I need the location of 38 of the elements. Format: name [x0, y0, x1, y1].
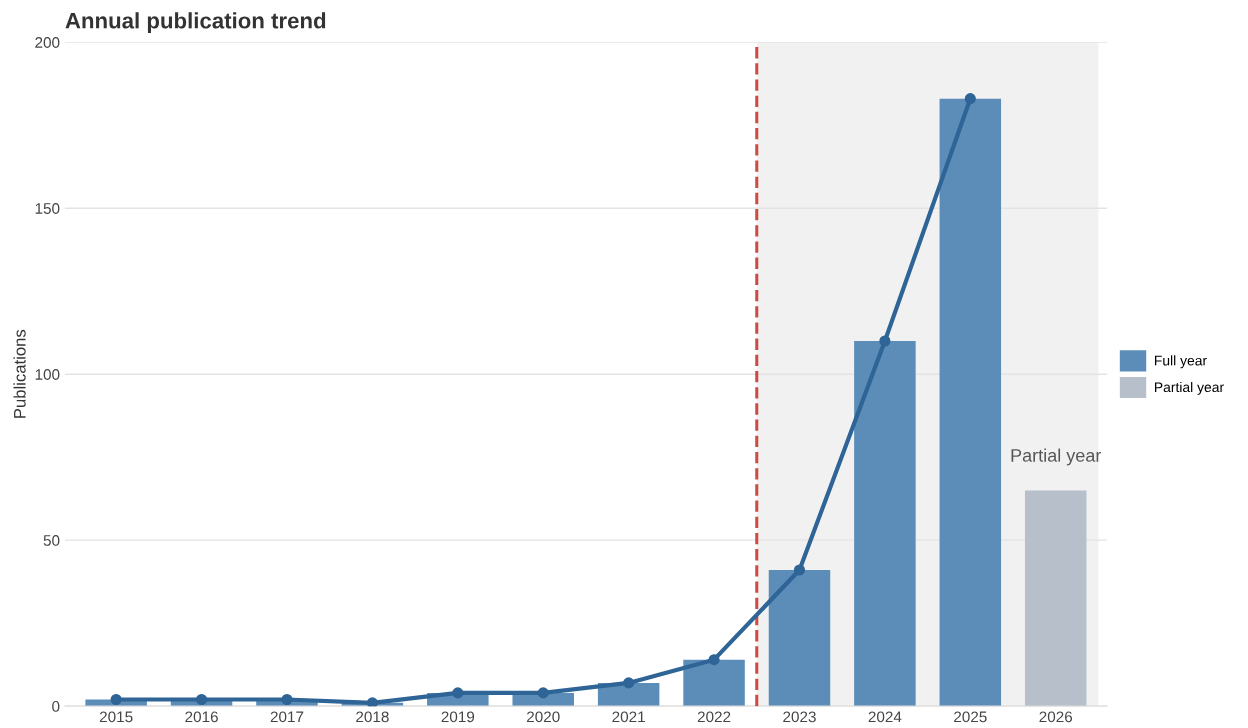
x-tick-label: 2022 [697, 711, 731, 723]
annotation: Partial year [1011, 448, 1102, 466]
bar [854, 341, 916, 707]
point [623, 677, 635, 689]
bar [1024, 490, 1087, 707]
x-tick-label: 2020 [527, 711, 560, 723]
y-tick-label: 100 [35, 369, 60, 380]
point [366, 697, 378, 707]
x-tick-label: 2017 [270, 711, 304, 723]
chart-title: Annual publication trend [65, 12, 326, 33]
x-tick-label: 2019 [441, 711, 475, 723]
x-tick-label: 2016 [185, 711, 218, 723]
x-tick-label: 2021 [612, 711, 645, 723]
legend-label: Full year [1154, 355, 1207, 369]
point [708, 654, 720, 666]
y-tick-label: 150 [35, 203, 60, 214]
y-axis-title: Publications [13, 329, 26, 418]
x-tick-label: 2023 [783, 711, 816, 723]
y-tick-label: 50 [43, 535, 60, 546]
point [452, 687, 464, 699]
y-tick-label: 0 [52, 701, 60, 712]
x-tick-label: 2025 [954, 711, 987, 723]
point [537, 687, 549, 699]
x-tick-label: 2015 [99, 711, 133, 723]
bar [768, 570, 831, 707]
point [793, 564, 806, 576]
point [110, 693, 122, 706]
y-tick-label: 200 [35, 37, 60, 48]
bar [939, 98, 1002, 707]
point [196, 693, 208, 706]
bar [683, 659, 745, 707]
point [879, 335, 891, 347]
x-tick-label: 2024 [868, 711, 902, 723]
point [964, 93, 976, 105]
x-tick-label: 2026 [1039, 711, 1073, 723]
x-tick-label: 2018 [356, 711, 389, 723]
legend-label: Partial year [1154, 381, 1224, 395]
point [281, 693, 293, 706]
